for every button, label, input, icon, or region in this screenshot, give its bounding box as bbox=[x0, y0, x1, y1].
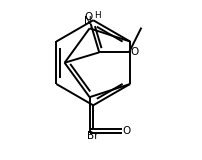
Text: N: N bbox=[84, 16, 92, 26]
Text: O: O bbox=[130, 47, 139, 57]
Text: H: H bbox=[94, 11, 101, 20]
Text: O: O bbox=[123, 126, 131, 136]
Text: Br: Br bbox=[87, 131, 99, 141]
Text: O: O bbox=[85, 12, 93, 22]
